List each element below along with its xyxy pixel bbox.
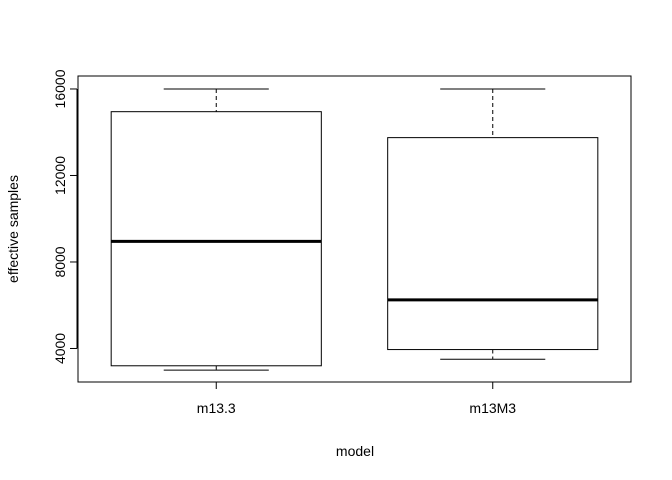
x-tick-label: m13.3 bbox=[197, 400, 236, 416]
y-tick-label: 12000 bbox=[52, 156, 68, 195]
x-axis: m13.3 m13M3 bbox=[197, 381, 516, 416]
iqr-box bbox=[110, 111, 322, 367]
box-group bbox=[110, 88, 599, 371]
x-tick-label: m13M3 bbox=[469, 400, 516, 416]
y-tick-label: 4000 bbox=[52, 333, 68, 364]
box-m13M3 bbox=[387, 88, 599, 360]
box-m13.3 bbox=[110, 88, 322, 371]
y-tick-label: 8000 bbox=[52, 246, 68, 277]
y-tick-label: 16000 bbox=[52, 69, 68, 108]
y-axis: 4000 8000 12000 16000 bbox=[52, 69, 78, 364]
iqr-box bbox=[387, 137, 599, 351]
y-axis-label: effective samples bbox=[5, 175, 21, 283]
x-axis-label: model bbox=[336, 443, 374, 459]
